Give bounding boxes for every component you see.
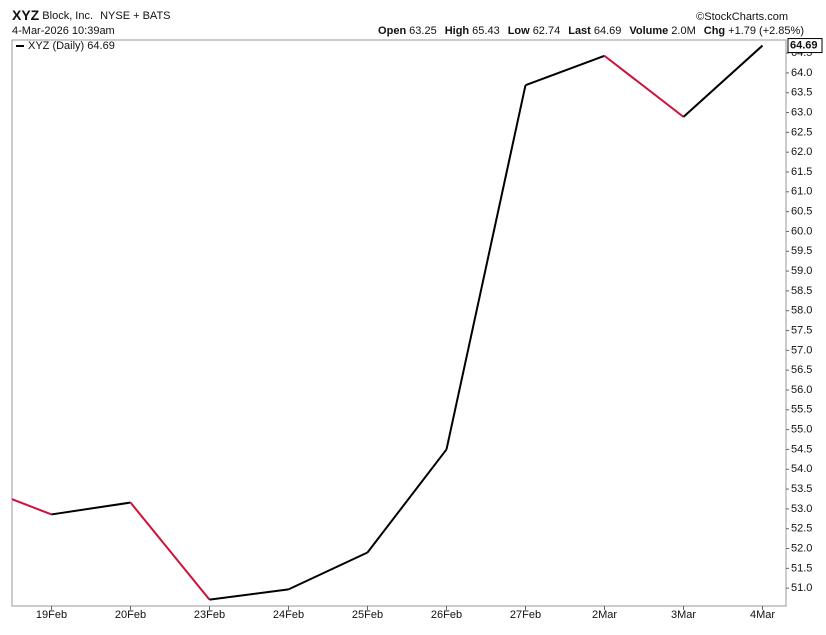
- timestamp: 4-Mar-2026 10:39am: [12, 25, 115, 37]
- line-segment: [129, 501, 211, 601]
- quote-value: 63.25: [409, 25, 437, 37]
- y-tick-label: 61.0: [791, 186, 812, 198]
- quote-value: +1.79 (+2.85%): [728, 25, 804, 37]
- y-tick-label: 51.5: [791, 562, 812, 574]
- x-tick-label: 24Feb: [273, 609, 304, 621]
- y-tick-label: 60.0: [791, 225, 812, 237]
- y-tick-label: 63.5: [791, 87, 812, 99]
- y-tick-label: 59.0: [791, 265, 812, 277]
- y-tick-label: 62.5: [791, 126, 812, 138]
- y-tick-label: 57.5: [791, 324, 812, 336]
- header-line: XYZ Block, Inc. NYSE + BATS: [12, 7, 171, 23]
- quote-value: 62.74: [533, 25, 561, 37]
- legend-label: XYZ (Daily) 64.69: [28, 40, 115, 52]
- x-tick-label: 2Mar: [592, 609, 617, 621]
- line-segment: [603, 55, 685, 118]
- quote-value: 2.0M: [671, 25, 695, 37]
- source: ©StockCharts.com: [696, 11, 788, 23]
- quote-label: Open: [378, 25, 406, 37]
- x-tick-label: 20Feb: [115, 609, 146, 621]
- symbol: XYZ: [12, 7, 40, 23]
- quote-label: Volume: [629, 25, 668, 37]
- y-tick-label: 53.5: [791, 483, 812, 495]
- y-tick-label: 60.5: [791, 206, 812, 218]
- last-price-box: [787, 38, 823, 54]
- company: Block, Inc.: [42, 10, 93, 22]
- x-tick-label: 27Feb: [510, 609, 541, 621]
- y-tick-label: 56.5: [791, 364, 812, 376]
- quote-label: Low: [508, 25, 530, 37]
- y-tick-label: 62.0: [791, 146, 812, 158]
- line-segment: [12, 498, 52, 516]
- exchange: NYSE + BATS: [100, 10, 170, 22]
- line-segment: [51, 501, 131, 516]
- quote-label: Last: [568, 25, 591, 37]
- quote-value: 64.69: [594, 25, 622, 37]
- line-segment: [366, 448, 448, 554]
- quote-label: High: [445, 25, 470, 37]
- y-tick-label: 56.0: [791, 384, 812, 396]
- quote-label: Chg: [704, 25, 725, 37]
- x-tick-label: 25Feb: [352, 609, 383, 621]
- x-tick-label: 23Feb: [194, 609, 225, 621]
- y-tick-label: 57.0: [791, 344, 812, 356]
- x-tick-label: 19Feb: [36, 609, 67, 621]
- x-tick-label: 26Feb: [431, 609, 462, 621]
- y-tick-label: 53.0: [791, 503, 812, 515]
- y-tick-label: 64.0: [791, 67, 812, 79]
- line-segment: [288, 551, 368, 591]
- y-tick-label: 63.0: [791, 106, 812, 118]
- y-tick-label: 59.5: [791, 245, 812, 257]
- y-tick-label: 52.5: [791, 523, 812, 535]
- x-tick-label: 3Mar: [671, 609, 696, 621]
- quote-value: 65.43: [472, 25, 500, 37]
- y-tick-label: 58.5: [791, 285, 812, 297]
- y-tick-label: 55.0: [791, 424, 812, 436]
- x-tick-label: 4Mar: [750, 609, 775, 621]
- line-segment: [682, 44, 764, 118]
- y-tick-label: 61.5: [791, 166, 812, 178]
- y-tick-label: 52.0: [791, 542, 812, 554]
- y-tick-label: 55.5: [791, 404, 812, 416]
- last-price-label: 64.69: [790, 39, 818, 51]
- line-segment: [209, 588, 289, 601]
- line-segment: [525, 54, 605, 87]
- quote-line: Open 63.25 High 65.43 Low 62.74 Last 64.69 Volum…: [378, 25, 804, 37]
- price-line: [12, 44, 764, 601]
- y-tick-label: 54.0: [791, 463, 812, 475]
- line-segment: [445, 84, 527, 450]
- y-tick-label: 54.5: [791, 443, 812, 455]
- y-tick-label: 51.0: [791, 582, 812, 594]
- y-tick-label: 58.0: [791, 305, 812, 317]
- plot-frame: [11, 39, 787, 607]
